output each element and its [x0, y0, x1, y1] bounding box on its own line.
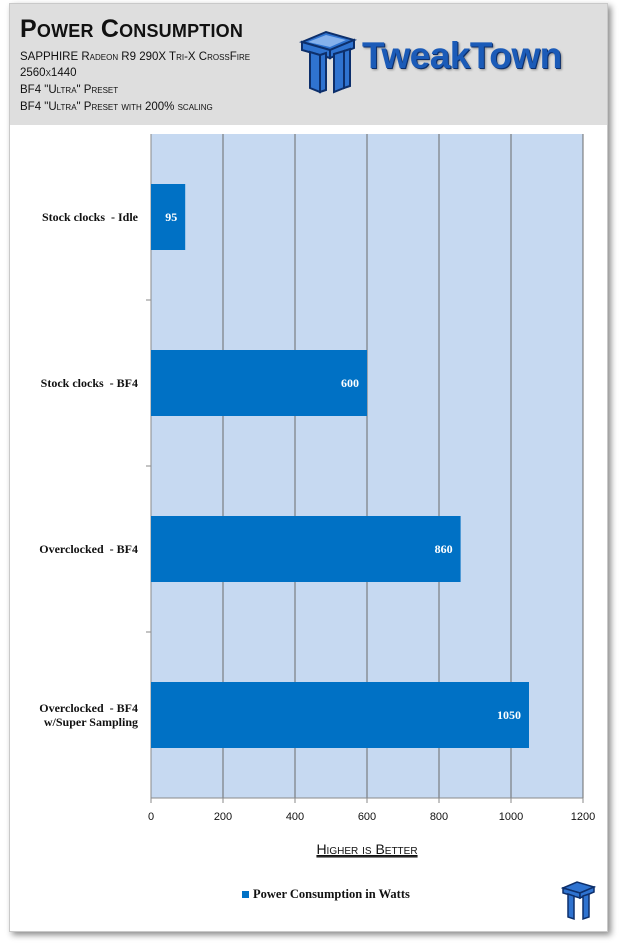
- legend-label: Power Consumption in Watts: [253, 887, 410, 901]
- x-axis-title: Higher is Better: [316, 841, 417, 857]
- tweaktown-tt-icon: [298, 30, 358, 94]
- y-category-label: Overclocked - BF4: [39, 701, 138, 715]
- subtitle-scaling: BF4 "Ultra" Preset with 200% scaling: [20, 101, 213, 113]
- chart-legend: Power Consumption in Watts: [242, 887, 410, 902]
- subtitle-gpu: SAPPHIRE Radeon R9 290X Tri-X CrossFire: [20, 51, 251, 63]
- legend-swatch: [242, 891, 249, 898]
- x-tick-label: 400: [286, 811, 304, 823]
- tweaktown-small-icon: [561, 881, 597, 921]
- tweaktown-logo: TweakTown: [296, 28, 596, 98]
- data-label: 95: [165, 210, 177, 224]
- y-category-label: Stock clocks - Idle: [42, 210, 139, 224]
- x-tick-label: 600: [358, 811, 376, 823]
- chart-card: Power Consumption SAPPHIRE Radeon R9 290…: [9, 3, 608, 932]
- data-label: 860: [435, 542, 453, 556]
- subtitle-preset: BF4 "Ultra" Preset: [20, 84, 119, 96]
- bar: [151, 516, 461, 582]
- tweaktown-wordmark: TweakTown: [362, 35, 562, 76]
- data-label: 1050: [497, 708, 521, 722]
- bar-chart: 0 200 400 600 800 1000 1200 95 Stock clocks - Id…: [39, 134, 595, 858]
- bar: [151, 350, 367, 416]
- data-label: 600: [341, 376, 359, 390]
- x-tick-label: 200: [214, 811, 232, 823]
- chart-header: Power Consumption SAPPHIRE Radeon R9 290…: [10, 4, 607, 125]
- x-tick-label: 1200: [571, 811, 595, 823]
- subtitle-resolution: 2560x1440: [20, 67, 77, 79]
- chart-title: Power Consumption: [20, 15, 244, 43]
- x-tick-label: 1000: [499, 811, 523, 823]
- y-category-label: Stock clocks - BF4: [41, 376, 138, 390]
- bar: [151, 682, 529, 748]
- x-tick-label: 0: [148, 811, 154, 823]
- bar: [151, 184, 186, 250]
- y-category-label: Overclocked - BF4: [39, 542, 138, 556]
- x-tick-label: 800: [430, 811, 448, 823]
- y-category-label: w/Super Sampling: [44, 715, 138, 729]
